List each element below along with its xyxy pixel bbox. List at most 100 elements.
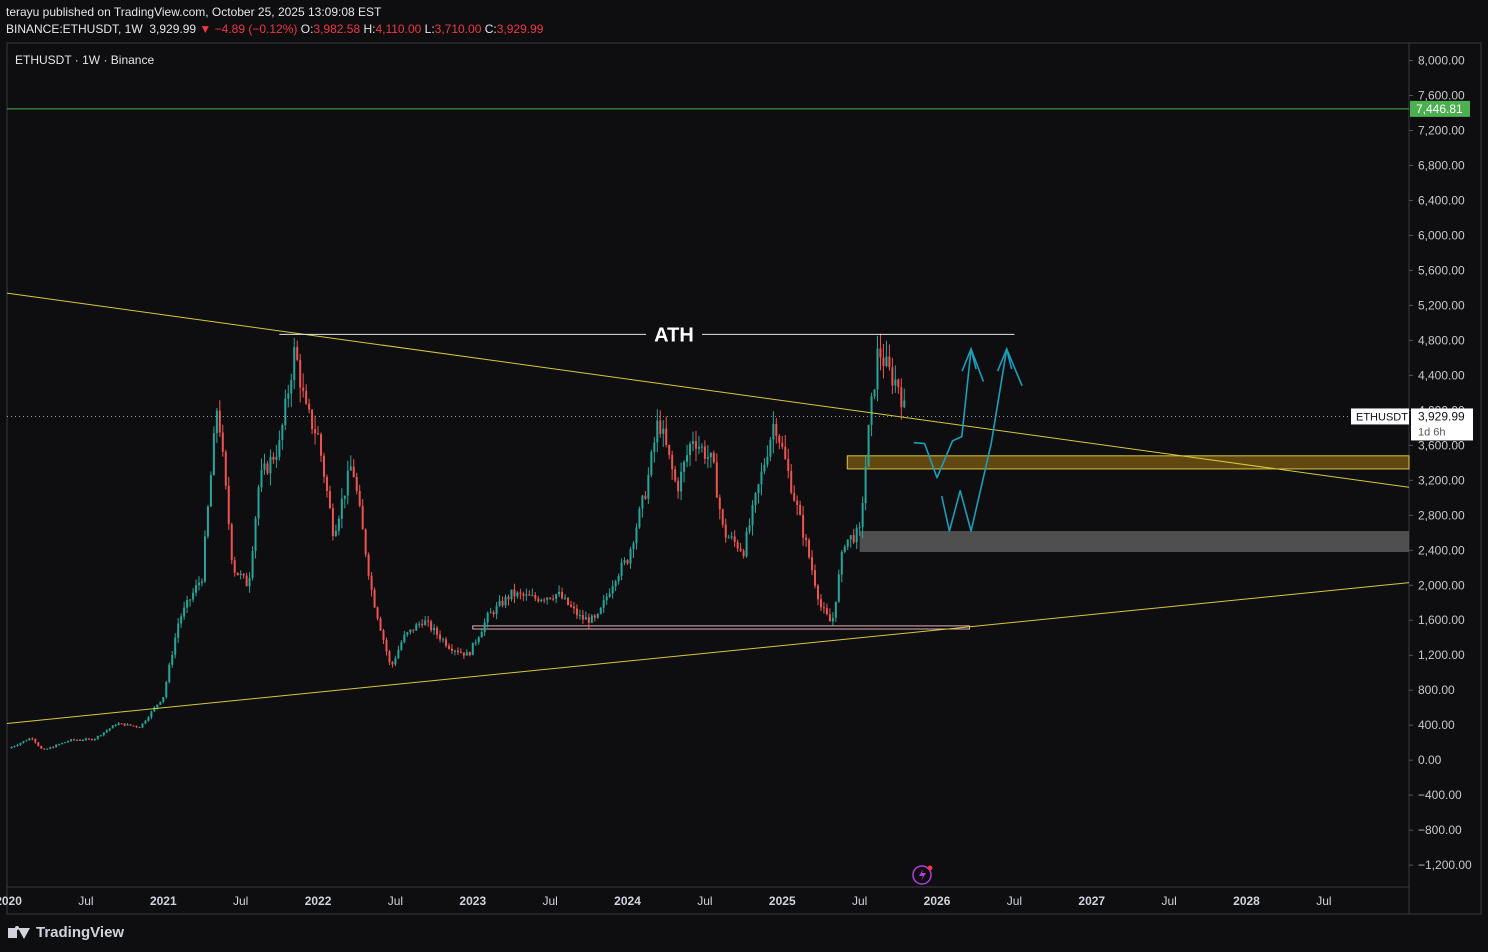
candle-body	[337, 518, 340, 531]
candle-body	[412, 629, 415, 631]
candle-body	[334, 530, 337, 537]
high-value: 4,110.00	[375, 22, 422, 36]
x-tick-label: 2025	[769, 894, 796, 908]
candle-body	[578, 615, 581, 617]
candle-body	[239, 573, 242, 576]
candle-body	[153, 707, 156, 712]
candle-body	[352, 466, 355, 477]
candle-body	[697, 446, 700, 449]
candle-body	[224, 451, 227, 486]
candle-body	[814, 570, 817, 586]
descending-resistance	[6, 292, 1410, 488]
candle-body	[555, 594, 558, 599]
down-arrow-icon: ▼	[199, 22, 212, 36]
candle-body	[903, 400, 906, 408]
candle-body	[331, 508, 334, 537]
candle-body	[709, 452, 712, 458]
countdown-tag: 1d 6h	[1418, 426, 1446, 438]
candle-body	[257, 487, 260, 519]
candle-body	[19, 742, 22, 745]
x-tick-label: Jul	[697, 894, 712, 908]
candle-body	[427, 620, 430, 622]
candle-body	[102, 732, 105, 736]
candle-body	[439, 634, 442, 640]
candle-body	[370, 575, 373, 590]
candle-body	[245, 575, 248, 587]
candle-body	[34, 738, 37, 743]
candle-body	[894, 379, 897, 386]
candle-body	[552, 598, 555, 600]
y-tick-label: −800.00	[1418, 823, 1462, 837]
candle-body	[123, 723, 126, 726]
x-tick-label: 2024	[614, 894, 641, 908]
candle-body	[73, 739, 76, 741]
candle-body	[221, 432, 224, 452]
candle-body	[150, 711, 153, 718]
candle-body	[694, 441, 697, 449]
candle-body	[632, 543, 635, 550]
tradingview-footer[interactable]: TradingView	[8, 924, 124, 941]
symbol-tag: ETHUSDT	[1356, 411, 1408, 423]
candle-body	[891, 367, 894, 386]
candle-body	[730, 536, 733, 538]
y-tick-label: 2,000.00	[1418, 578, 1465, 592]
candle-body	[581, 615, 584, 620]
candle-body	[114, 724, 117, 726]
x-tick-label: Jul	[1161, 894, 1176, 908]
ath-label: ATH	[654, 324, 694, 346]
candle-body	[692, 441, 695, 444]
candle-body	[343, 495, 346, 499]
candle-body	[885, 356, 888, 366]
y-tick-label: 1,200.00	[1418, 648, 1465, 662]
candle-body	[260, 469, 263, 488]
candle-body	[442, 639, 445, 641]
candle-body	[409, 629, 412, 633]
candle-body	[105, 730, 108, 733]
candle-body	[189, 599, 192, 601]
candle-body	[575, 608, 578, 616]
low-label: L:	[424, 22, 435, 36]
candle-body	[84, 738, 87, 740]
candle-body	[248, 577, 251, 587]
candle-body	[361, 505, 364, 530]
candle-body	[346, 470, 349, 496]
candle-body	[816, 585, 819, 600]
candle-body	[275, 456, 278, 460]
x-tick-label: Jul	[78, 894, 93, 908]
candle-body	[888, 356, 891, 368]
candle-body	[453, 650, 456, 652]
chart-title: ETHUSDT · 1W · Binance	[15, 53, 154, 67]
candle-body	[284, 398, 287, 426]
candle-body	[254, 518, 257, 551]
candle-body	[778, 436, 781, 443]
candle-body	[549, 597, 552, 599]
candle-body	[433, 627, 436, 631]
candle-body	[748, 525, 751, 532]
ath-label-bg	[645, 323, 702, 344]
candle-body	[799, 504, 802, 515]
candle-body	[203, 536, 206, 582]
candle-body	[653, 442, 656, 452]
candle-body	[897, 379, 900, 388]
candle-body	[230, 524, 233, 561]
x-tick-label: 2027	[1078, 894, 1105, 908]
candle-body	[144, 720, 147, 724]
high-label: H:	[363, 22, 376, 36]
candle-body	[739, 548, 742, 551]
price-axis-frame	[1408, 42, 1482, 915]
candle-body	[689, 443, 692, 456]
candle-body	[37, 742, 40, 746]
candle-body	[93, 738, 96, 741]
candle-body	[117, 723, 120, 725]
candle-body	[769, 439, 772, 457]
candle-body	[703, 446, 706, 459]
candle-body	[132, 725, 135, 727]
candle-body	[828, 614, 831, 622]
published-line: terayu published on TradingView.com, Oct…	[6, 5, 382, 19]
candle-body	[617, 575, 620, 582]
y-tick-label: 0.00	[1418, 753, 1442, 767]
candle-body	[641, 495, 644, 509]
candle-body	[388, 651, 391, 663]
candle-body	[28, 738, 31, 741]
